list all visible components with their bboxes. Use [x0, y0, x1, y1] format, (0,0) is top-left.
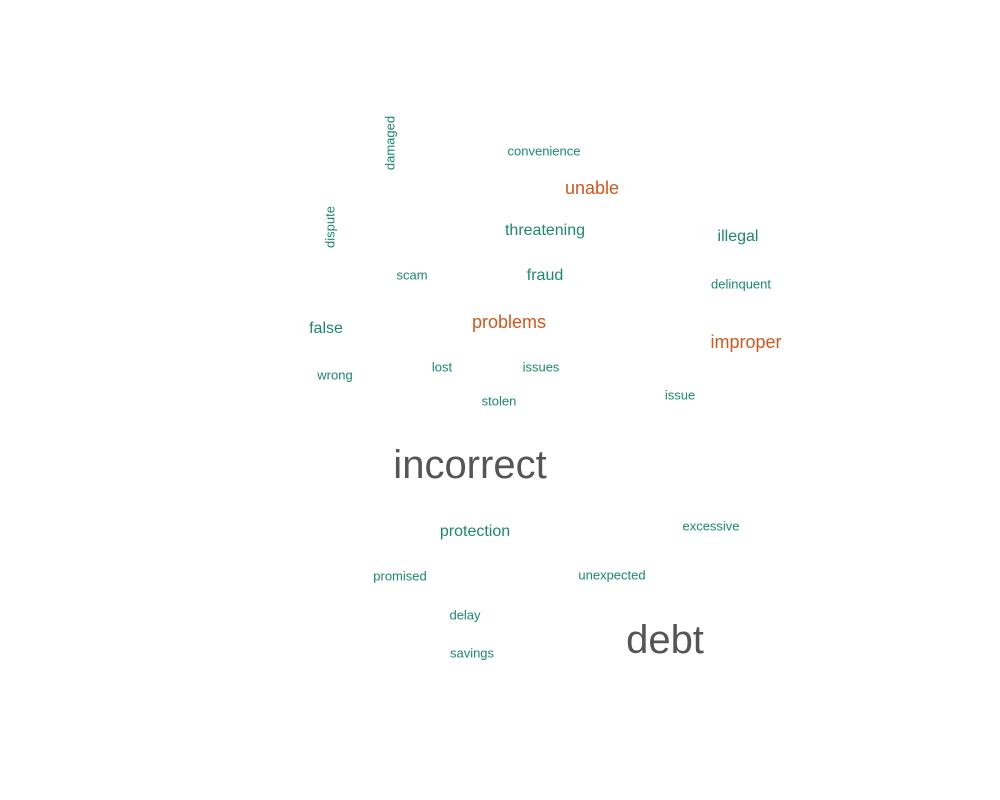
word-dispute: dispute — [322, 206, 338, 248]
word-savings: savings — [449, 645, 495, 661]
word-improper: improper — [710, 332, 782, 352]
word-issues: issues — [522, 359, 560, 375]
word-problems: problems — [471, 312, 547, 332]
word-debt: debt — [626, 618, 704, 662]
word-incorrect: incorrect — [393, 443, 547, 487]
word-damaged: damaged — [382, 115, 398, 171]
word-protection: protection — [439, 523, 511, 540]
word-wrong: wrong — [317, 367, 353, 383]
word-unexpected: unexpected — [578, 567, 646, 583]
word-issue: issue — [664, 387, 696, 403]
word-lost: lost — [431, 359, 453, 375]
word-fraud: fraud — [526, 267, 564, 284]
word-false: false — [309, 320, 343, 337]
word-stolen: stolen — [481, 393, 517, 409]
word-convenience: convenience — [507, 143, 581, 159]
word-scam: scam — [396, 267, 428, 283]
word-delinquent: delinquent — [711, 276, 771, 292]
word-illegal: illegal — [717, 228, 759, 245]
word-threatening: threatening — [504, 222, 586, 239]
word-unable: unable — [564, 178, 620, 198]
word-excessive: excessive — [682, 518, 740, 534]
word-delay: delay — [449, 607, 481, 623]
word-promised: promised — [373, 568, 427, 584]
